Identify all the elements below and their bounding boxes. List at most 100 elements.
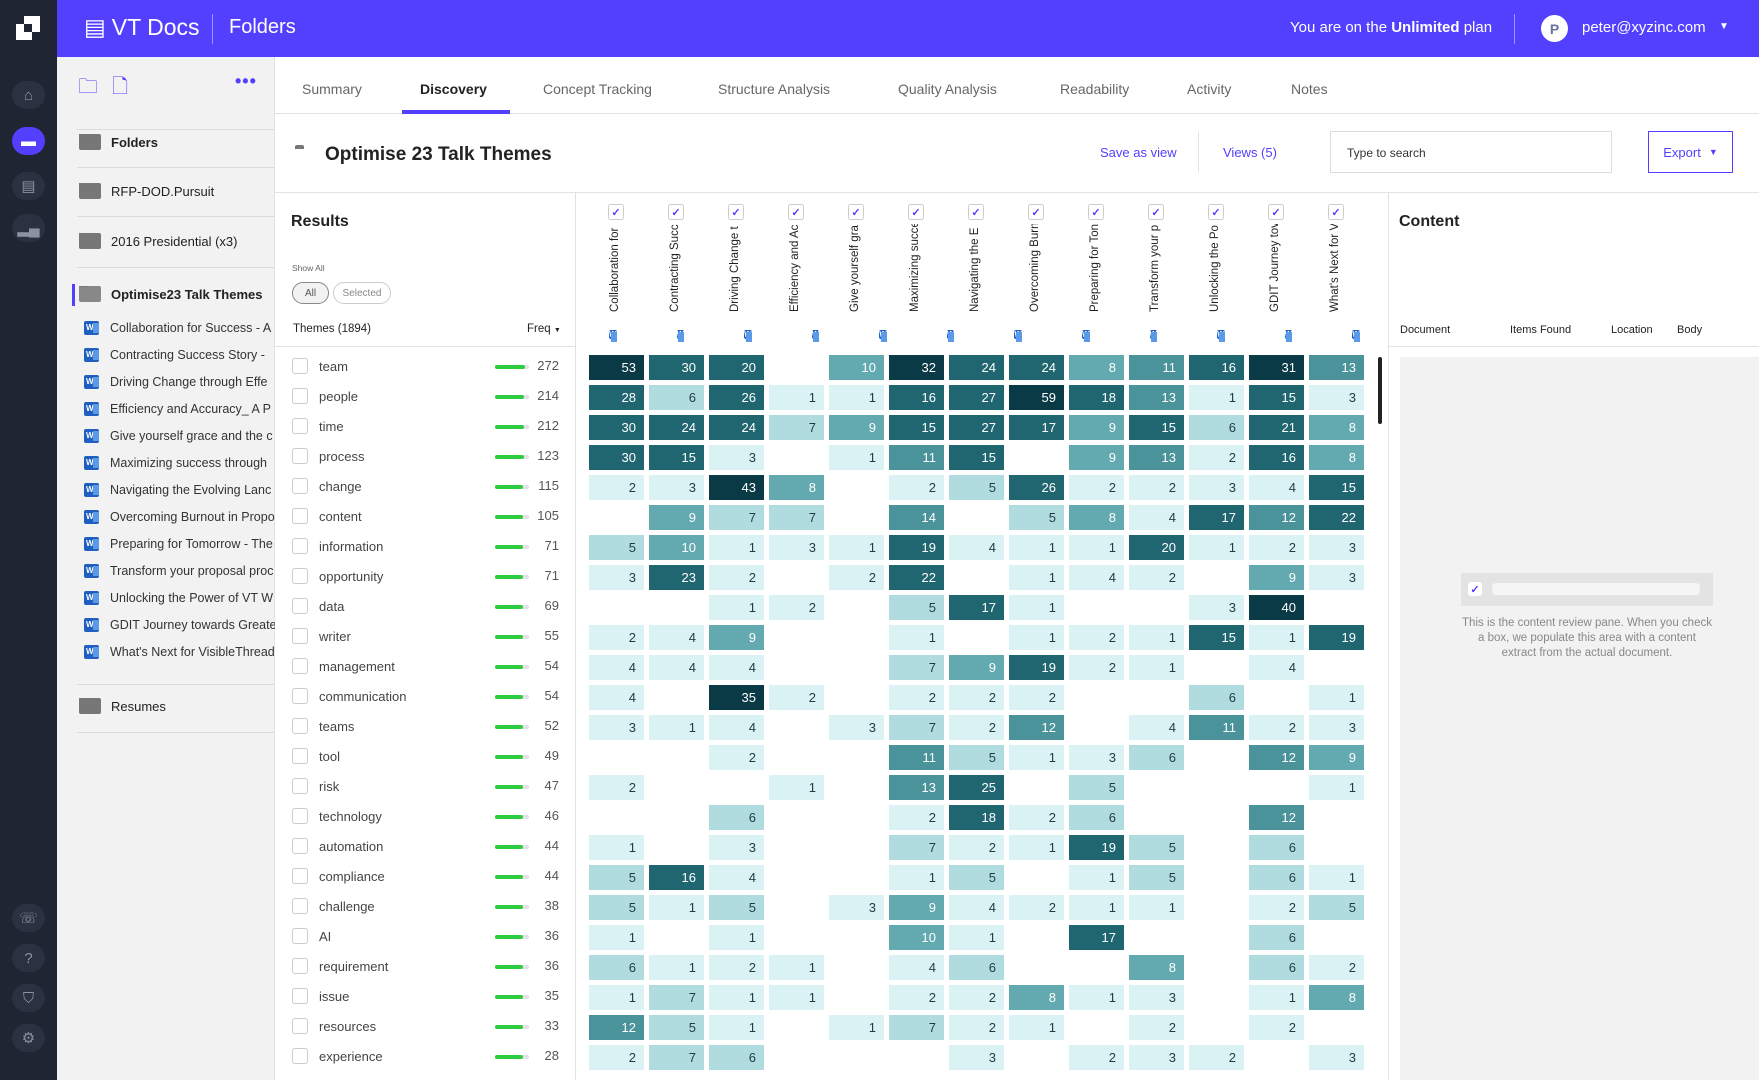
theme-row[interactable]: data 69 — [275, 592, 575, 622]
column-checkbox[interactable]: ✓ — [908, 204, 924, 220]
heatmap-cell[interactable]: 5 — [1129, 865, 1184, 890]
theme-checkbox[interactable] — [292, 658, 308, 674]
theme-row[interactable]: AI 36 — [275, 922, 575, 952]
heatmap-cell[interactable]: 1 — [1009, 835, 1064, 860]
heatmap-cell[interactable]: 1 — [589, 925, 644, 950]
heatmap-cell[interactable]: 20 — [1129, 535, 1184, 560]
folder-item[interactable]: 2016 Presidential (x3) — [79, 233, 275, 249]
heatmap-cell[interactable]: 2 — [1249, 715, 1304, 740]
heatmap-cell[interactable]: 4 — [709, 715, 764, 740]
heatmap-cell[interactable]: 2 — [769, 685, 824, 710]
heatmap-cell[interactable]: 1 — [649, 955, 704, 980]
heatmap-cell[interactable]: 4 — [1129, 715, 1184, 740]
heatmap-cell[interactable]: 9 — [1309, 745, 1364, 770]
heatmap-cell[interactable]: 3 — [1189, 475, 1244, 500]
heatmap-cell[interactable]: 2 — [1249, 1015, 1304, 1040]
more-options-icon[interactable]: ••• — [235, 71, 257, 91]
tab-notes[interactable]: Notes — [1291, 81, 1328, 97]
heatmap-cell[interactable]: 6 — [1189, 415, 1244, 440]
heatmap-cell[interactable]: 16 — [649, 865, 704, 890]
heatmap-cell[interactable]: 11 — [889, 445, 944, 470]
theme-checkbox[interactable] — [292, 958, 308, 974]
heatmap-cell[interactable]: 26 — [709, 385, 764, 410]
heatmap-cell[interactable]: 2 — [889, 805, 944, 830]
heatmap-cell[interactable]: 1 — [1309, 685, 1364, 710]
word-doc-icon[interactable]: W — [744, 330, 752, 339]
heatmap-cell[interactable]: 3 — [649, 475, 704, 500]
heatmap-cell[interactable]: 7 — [889, 835, 944, 860]
heatmap-cell[interactable]: 24 — [1009, 355, 1064, 380]
heatmap-cell[interactable]: 12 — [1249, 505, 1304, 530]
document-item[interactable]: W Preparing for Tomorrow - The — [84, 537, 275, 551]
heatmap-cell[interactable]: 1 — [1309, 865, 1364, 890]
document-item[interactable]: W Navigating the Evolving Lanc — [84, 483, 275, 497]
chart-icon[interactable]: ▂▄ — [12, 214, 45, 242]
heatmap-cell[interactable]: 1 — [889, 625, 944, 650]
heatmap-cell[interactable]: 1 — [1129, 625, 1184, 650]
support-icon[interactable]: ☏ — [12, 904, 45, 932]
heatmap-cell[interactable]: 11 — [1189, 715, 1244, 740]
word-doc-icon[interactable]: W — [676, 330, 685, 339]
heatmap-cell[interactable]: 2 — [1069, 625, 1124, 650]
heatmap-cell[interactable]: 16 — [1249, 445, 1304, 470]
theme-row[interactable]: opportunity 71 — [275, 562, 575, 592]
heatmap-cell[interactable]: 6 — [1069, 805, 1124, 830]
heatmap-cell[interactable]: 1 — [649, 895, 704, 920]
upload-document-icon[interactable]: 🗋 — [112, 76, 129, 98]
heatmap-cell[interactable]: 59 — [1009, 385, 1064, 410]
heatmap-cell[interactable]: 6 — [1249, 865, 1304, 890]
heatmap-cell[interactable]: 22 — [1309, 505, 1364, 530]
heatmap-cell[interactable]: 3 — [709, 835, 764, 860]
heatmap-cell[interactable]: 53 — [589, 355, 644, 380]
heatmap-cell[interactable]: 12 — [1249, 745, 1304, 770]
heatmap-cell[interactable]: 35 — [709, 685, 764, 710]
heatmap-cell[interactable]: 11 — [1129, 355, 1184, 380]
word-doc-icon[interactable]: W — [879, 330, 887, 339]
folder-item[interactable]: RFP-DOD.Pursuit — [79, 183, 275, 199]
filter-all-button[interactable]: All — [292, 282, 329, 304]
heatmap-cell[interactable]: 6 — [1189, 685, 1244, 710]
heatmap-cell[interactable]: 8 — [1069, 355, 1124, 380]
views-button[interactable]: Views (5) — [1223, 145, 1277, 160]
heatmap-cell[interactable]: 6 — [1129, 745, 1184, 770]
heatmap-cell[interactable]: 1 — [709, 1015, 764, 1040]
theme-checkbox[interactable] — [292, 928, 308, 944]
document-item[interactable]: W Give yourself grace and the c — [84, 429, 275, 443]
heatmap-cell[interactable]: 4 — [1249, 475, 1304, 500]
heatmap-cell[interactable]: 3 — [1309, 535, 1364, 560]
theme-checkbox[interactable] — [292, 808, 308, 824]
heatmap-cell[interactable]: 2 — [589, 775, 644, 800]
heatmap-cell[interactable]: 3 — [1129, 985, 1184, 1010]
heatmap-cell[interactable]: 9 — [829, 415, 884, 440]
heatmap-cell[interactable]: 3 — [1309, 1045, 1364, 1070]
heatmap-cell[interactable]: 8 — [1309, 445, 1364, 470]
search-input[interactable]: Type to search — [1330, 131, 1612, 173]
word-doc-icon[interactable]: W — [1081, 330, 1090, 339]
heatmap-cell[interactable]: 2 — [1009, 685, 1064, 710]
theme-checkbox[interactable] — [292, 478, 308, 494]
column-checkbox[interactable]: ✓ — [1328, 204, 1344, 220]
document-item[interactable]: W Collaboration for Success - A — [84, 321, 275, 335]
heatmap-cell[interactable]: 2 — [829, 565, 884, 590]
heatmap-cell[interactable]: 7 — [889, 655, 944, 680]
heatmap-cell[interactable]: 2 — [1129, 565, 1184, 590]
heatmap-cell[interactable]: 10 — [649, 535, 704, 560]
theme-checkbox[interactable] — [292, 388, 308, 404]
heatmap-cell[interactable]: 2 — [709, 565, 764, 590]
heatmap-cell[interactable]: 1 — [1009, 535, 1064, 560]
heatmap-cell[interactable]: 1 — [889, 865, 944, 890]
theme-row[interactable]: content 105 — [275, 502, 575, 532]
shield-icon[interactable]: ⛉ — [12, 984, 45, 1012]
heatmap-cell[interactable]: 12 — [1009, 715, 1064, 740]
heatmap-cell[interactable]: 16 — [889, 385, 944, 410]
theme-checkbox[interactable] — [292, 628, 308, 644]
heatmap-cell[interactable]: 5 — [889, 595, 944, 620]
heatmap-cell[interactable]: 5 — [589, 895, 644, 920]
heatmap-cell[interactable]: 2 — [1069, 475, 1124, 500]
column-checkbox[interactable]: ✓ — [1208, 204, 1224, 220]
freq-sort-button[interactable]: Freq ▼ — [527, 323, 561, 335]
heatmap-cell[interactable]: 2 — [1129, 475, 1184, 500]
heatmap-cell[interactable]: 2 — [1069, 1045, 1124, 1070]
heatmap-cell[interactable]: 4 — [949, 895, 1004, 920]
theme-row[interactable]: management 54 — [275, 652, 575, 682]
